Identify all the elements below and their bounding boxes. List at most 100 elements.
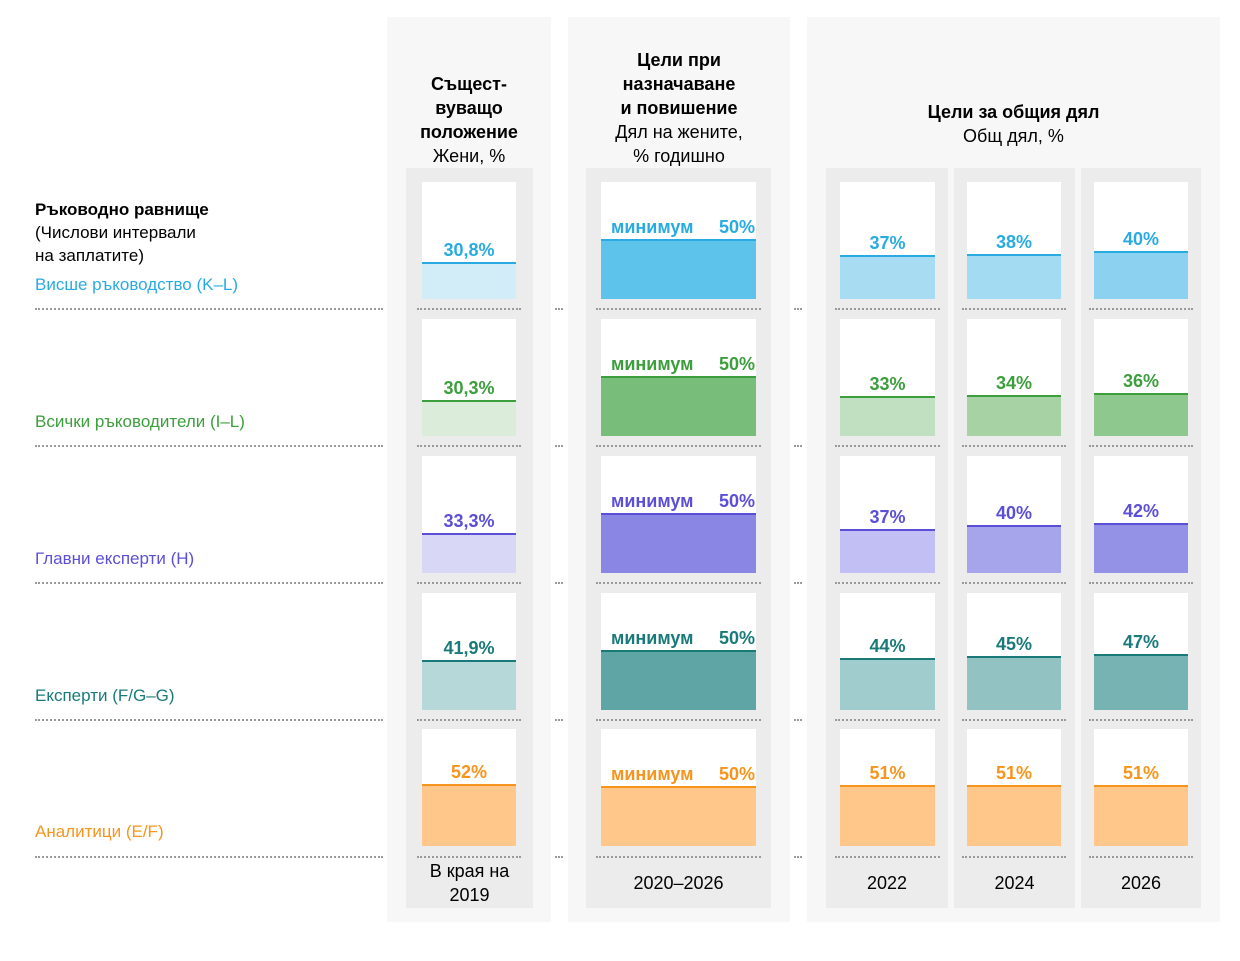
cell-separator xyxy=(1089,719,1193,721)
cell-separator xyxy=(596,445,761,447)
cell-separator xyxy=(1089,308,1193,310)
bar-top-line xyxy=(601,376,756,378)
data-label-value: 50% xyxy=(718,354,755,374)
bar-fill xyxy=(601,651,756,710)
cell-separator xyxy=(417,445,521,447)
data-label: 51% xyxy=(995,763,1033,783)
cell-separator xyxy=(417,308,521,310)
row-axis-header: Ръководно равнище (Числови интервали на … xyxy=(35,198,209,267)
cell-separator xyxy=(417,719,521,721)
cell-separator xyxy=(596,582,761,584)
group-title: Същест- xyxy=(431,74,507,94)
bar-top-line xyxy=(840,255,935,257)
group-title: и повишение xyxy=(620,98,738,118)
cell-separator xyxy=(962,445,1066,447)
bar-top-line xyxy=(601,239,756,241)
group-subtitle: Жени, % xyxy=(432,146,506,166)
bar-top-line xyxy=(422,262,516,264)
row-axis-subtitle-1: (Числови интервали xyxy=(35,223,196,242)
bar-fill xyxy=(1094,524,1188,573)
column-footer-line: 2019 xyxy=(449,885,490,905)
bar-top-line xyxy=(840,785,935,787)
group-title: назначаване xyxy=(622,74,736,94)
bar-top-line xyxy=(840,658,935,660)
row-label: Експерти (F/G–G) xyxy=(35,686,175,705)
bar-cell: 41,9% xyxy=(422,593,516,710)
data-label-prefix: минимум xyxy=(611,217,694,237)
data-label-prefix: минимум xyxy=(611,764,694,784)
cell-separator xyxy=(596,719,761,721)
cell-separator xyxy=(835,582,940,584)
bar-cell: 37% xyxy=(840,182,935,299)
bar-fill xyxy=(967,396,1061,436)
bar-top-line xyxy=(1094,393,1188,395)
bar-cell: 47% xyxy=(1094,593,1188,710)
data-label: 40% xyxy=(995,503,1033,523)
bar-top-line xyxy=(601,786,756,788)
bar-fill xyxy=(840,256,935,299)
group-title: Цели при xyxy=(637,50,721,70)
bar-fill xyxy=(1094,252,1188,299)
gap-separator xyxy=(794,719,802,721)
cell-separator xyxy=(962,308,1066,310)
row-separator xyxy=(35,445,383,447)
row-separator xyxy=(35,582,383,584)
bar-fill xyxy=(1094,394,1188,436)
bar-fill xyxy=(422,263,516,299)
data-label-prefix: минимум xyxy=(611,491,694,511)
data-label-value: 50% xyxy=(718,764,755,784)
data-label: 45% xyxy=(995,634,1033,654)
data-label-value: 50% xyxy=(718,491,755,511)
data-label: 30,8% xyxy=(443,240,495,260)
bar-top-line xyxy=(422,400,516,402)
data-label: 30,3% xyxy=(443,378,495,398)
gap-separator xyxy=(794,582,802,584)
bar-fill xyxy=(601,787,756,846)
bar-cell: 33,3% xyxy=(422,456,516,573)
bar-fill xyxy=(967,657,1061,710)
bar-top-line xyxy=(422,660,516,662)
group-header: Същест-вуващо положение Жени, % xyxy=(387,72,551,168)
column-footer-line: 2026 xyxy=(1120,873,1162,893)
bar-cell: 52% xyxy=(422,729,516,846)
bar-fill xyxy=(601,377,756,436)
cell-separator xyxy=(835,308,940,310)
gap-separator xyxy=(555,445,563,447)
bar-cell: 34% xyxy=(967,319,1061,436)
bar-cell: минимум 50% xyxy=(601,729,756,846)
data-label: минимум 50% xyxy=(601,354,756,375)
bar-top-line xyxy=(422,784,516,786)
data-label: 36% xyxy=(1122,371,1160,391)
data-label: 51% xyxy=(1122,763,1160,783)
bar-cell: 36% xyxy=(1094,319,1188,436)
bar-fill xyxy=(967,786,1061,846)
group-header: Цели при назначаване и повишение Дял на жен… xyxy=(568,48,790,168)
group-header: Цели за общия дял Общ дял, % xyxy=(807,100,1220,148)
bar-top-line xyxy=(967,525,1061,527)
data-label: 34% xyxy=(995,373,1033,393)
bar-top-line xyxy=(840,529,935,531)
bar-fill xyxy=(967,526,1061,573)
column-footer-line: 2022 xyxy=(866,873,908,893)
data-label: 33% xyxy=(869,374,906,394)
data-label: 37% xyxy=(869,507,906,527)
data-label: минимум 50% xyxy=(601,764,756,785)
column-footer-line: 2020–2026 xyxy=(633,873,724,893)
cell-separator xyxy=(1089,582,1193,584)
data-label-prefix: минимум xyxy=(611,354,694,374)
bar-cell: 33% xyxy=(840,319,935,436)
group-title: положение xyxy=(420,122,518,142)
group-subtitle: % годишно xyxy=(633,146,725,166)
bar-top-line xyxy=(601,513,756,515)
cell-separator xyxy=(1089,856,1193,858)
bar-fill xyxy=(601,240,756,299)
cell-separator xyxy=(835,719,940,721)
column-footer-line: В края на xyxy=(429,861,510,881)
column-footer: 2024 xyxy=(954,871,1075,895)
bar-cell: 45% xyxy=(967,593,1061,710)
bar-cell: 40% xyxy=(967,456,1061,573)
bar-cell: минимум 50% xyxy=(601,319,756,436)
bar-top-line xyxy=(422,533,516,535)
data-label: 40% xyxy=(1122,229,1160,249)
gap-separator xyxy=(794,856,802,858)
